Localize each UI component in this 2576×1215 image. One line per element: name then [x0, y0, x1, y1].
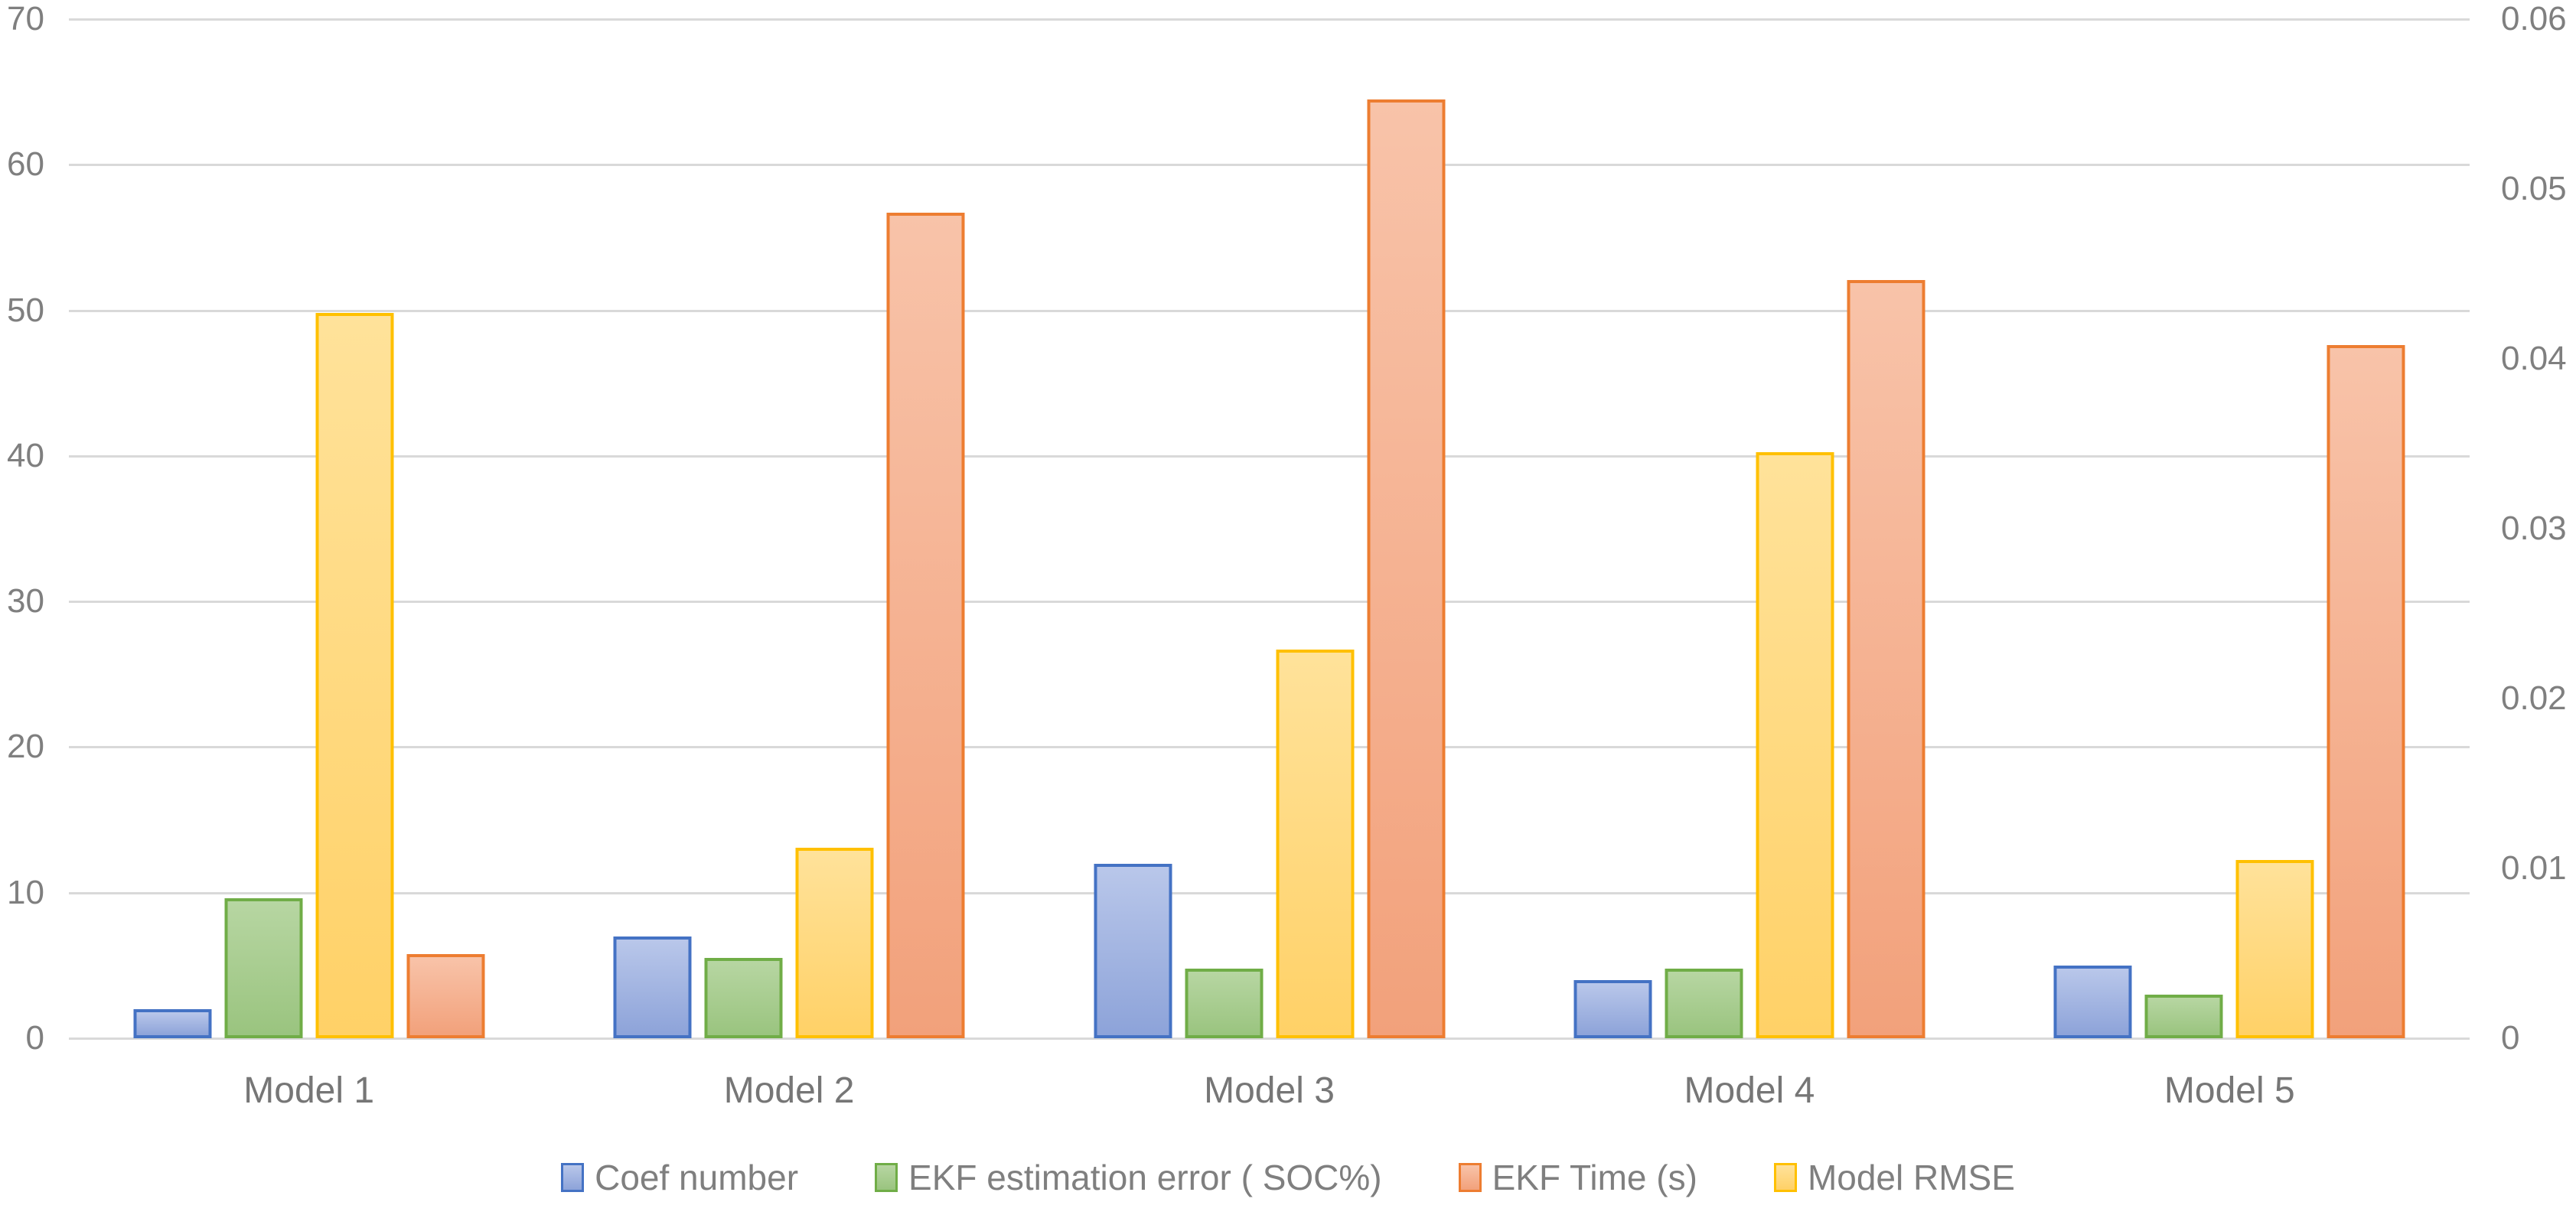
primary-y-tick-label: 50 [7, 291, 44, 329]
bar-model-rmse-5 [2235, 859, 2314, 1038]
bar-coef-number-3 [1094, 863, 1172, 1038]
category-label-2: Model 2 [723, 1070, 855, 1111]
legend-swatch-icon [1458, 1163, 1482, 1192]
gridline-40 [69, 454, 2470, 458]
gridline-60 [69, 164, 2470, 167]
bar-coef-number-2 [613, 936, 692, 1038]
legend-label: EKF Time (s) [1492, 1158, 1697, 1197]
bar-coef-number-1 [133, 1008, 212, 1038]
secondary-y-tick-label: 0.04 [2501, 340, 2567, 377]
category-label-3: Model 3 [1204, 1070, 1335, 1111]
primary-y-tick-label: 60 [7, 145, 44, 184]
legend-item-model-rmse: Model RMSE [1773, 1157, 2015, 1198]
legend: Coef number EKF estimation error ( SOC%) E… [0, 1157, 2576, 1198]
bar-model-rmse-1 [315, 313, 394, 1038]
primary-y-tick-label: 30 [7, 582, 44, 621]
secondary-y-tick-label: 0.01 [2501, 849, 2567, 887]
bar-coef-number-5 [2053, 965, 2132, 1038]
secondary-y-tick-label: 0 [2501, 1019, 2520, 1057]
bar-coef-number-4 [1573, 979, 1652, 1038]
secondary-y-tick-label: 0.03 [2501, 510, 2567, 547]
primary-y-tick-label: 20 [7, 728, 44, 766]
bar-ekf-estimation-error-soc-4 [1665, 968, 1743, 1038]
bar-ekf-time-s-4 [1847, 279, 1925, 1038]
bar-ekf-estimation-error-soc-5 [2144, 994, 2223, 1038]
bar-group-model-4 [1573, 279, 1925, 1038]
primary-y-tick-label: 70 [7, 0, 44, 37]
bar-model-rmse-3 [1276, 649, 1354, 1038]
gridline-30 [69, 601, 2470, 604]
secondary-y-tick-label: 0.02 [2501, 679, 2567, 717]
legend-item-coef-number: Coef number [561, 1157, 798, 1198]
primary-y-tick-label: 0 [25, 1019, 44, 1057]
legend-swatch-icon [875, 1163, 898, 1192]
legend-label: EKF estimation error ( SOC%) [908, 1158, 1382, 1197]
legend-item-ekf-estimation-error-soc: EKF estimation error ( SOC%) [875, 1157, 1382, 1198]
bar-model-rmse-2 [795, 848, 874, 1038]
primary-y-tick-label: 40 [7, 436, 44, 474]
gridline-70 [69, 18, 2470, 21]
bar-group-model-2 [613, 213, 965, 1038]
category-label-4: Model 4 [1684, 1070, 1815, 1111]
plot-area [69, 18, 2470, 1040]
secondary-y-tick-label: 0.05 [2501, 170, 2567, 207]
legend-swatch-icon [561, 1163, 585, 1192]
gridline-50 [69, 309, 2470, 312]
bar-ekf-time-s-3 [1367, 99, 1445, 1038]
bar-model-rmse-4 [1756, 452, 1834, 1038]
gridline-10 [69, 891, 2470, 894]
bar-ekf-time-s-5 [2327, 345, 2405, 1038]
gridline-20 [69, 746, 2470, 749]
legend-label: Model RMSE [1807, 1158, 2015, 1197]
category-label-1: Model 1 [243, 1070, 375, 1111]
bar-ekf-estimation-error-soc-1 [224, 898, 303, 1038]
bar-ekf-time-s-2 [886, 213, 965, 1038]
legend-item-ekf-time-s: EKF Time (s) [1458, 1157, 1697, 1198]
primary-y-tick-label: 10 [7, 873, 44, 911]
bar-ekf-estimation-error-soc-3 [1185, 968, 1263, 1038]
bar-group-model-1 [133, 313, 485, 1038]
category-label-5: Model 5 [2164, 1070, 2295, 1111]
secondary-y-tick-label: 0.06 [2501, 0, 2567, 37]
bar-ekf-estimation-error-soc-2 [704, 958, 783, 1038]
legend-label: Coef number [595, 1158, 799, 1197]
bar-ekf-time-s-1 [406, 953, 485, 1038]
bar-group-model-3 [1094, 99, 1445, 1038]
bar-group-model-5 [2053, 345, 2405, 1038]
legend-swatch-icon [1773, 1163, 1797, 1192]
gridline-0 [69, 1037, 2470, 1040]
